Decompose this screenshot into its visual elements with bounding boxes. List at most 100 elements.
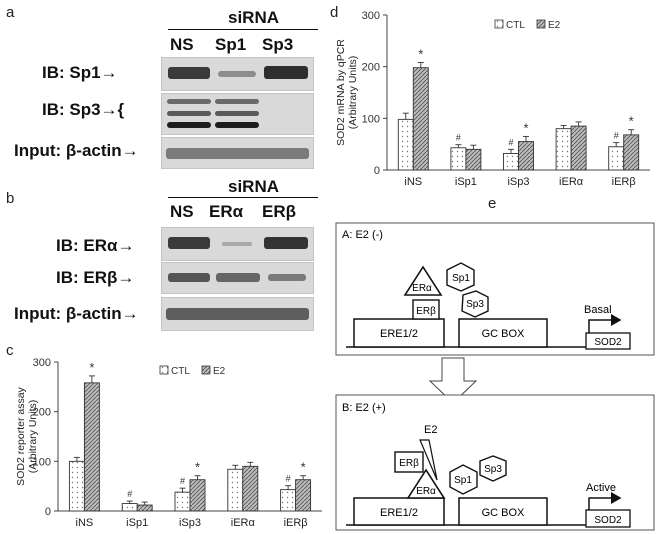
x-tick-label: iNS [76,517,94,529]
sod2-box-a [585,332,631,350]
era-label-b: ERα [416,486,436,497]
bar [465,148,482,171]
sp1-hexagon-a [446,262,475,292]
bar [450,147,467,171]
bar [503,153,519,171]
y-tick-label: 300 [362,10,380,22]
chart-d: 0 100 200 300 SOD2 mRNA by qPCR (Arbitrary Un… [335,10,650,188]
band [264,237,308,249]
panel-b-ib-era-label: IB: ERα→ [56,236,135,255]
era-triangle-a [403,265,443,296]
sp3-hexagon-b [479,455,507,482]
band [268,274,306,281]
basal-label: Basal [584,304,612,316]
y-axis-label: SOD2 mRNA by qPCR [335,39,347,146]
gc-label-a: GC BOX [482,328,525,340]
panel-b-ib-erb-label: IB: ERβ→ [56,268,135,287]
erb-box-b [394,451,424,473]
bar [608,146,625,171]
bar [68,460,85,512]
e2-label: E2 [424,424,437,436]
panel-e-letter: e [488,195,497,212]
y-axis-label: SOD2 reporter assay [15,386,27,485]
significance-mark: # [127,489,132,499]
significance-mark: * [629,114,634,129]
legend-entry: E2 [213,366,226,377]
band [166,308,309,320]
bar [280,489,297,512]
panel-b-lane-era: ERα [209,202,244,221]
bar [121,503,138,512]
band [222,242,252,246]
panel-b-sirna-label: siRNA [228,177,280,196]
significance-mark: # [286,474,291,484]
ere-box-a [353,318,445,348]
sod2-box-b [585,509,631,528]
x-tick-label: iERα [231,517,256,529]
x-tick-label: iERα [559,176,584,188]
blot-sp3 [161,93,314,135]
significance-mark: # [508,137,513,147]
band [215,111,259,116]
sp3-label-b: Sp3 [484,464,502,475]
band [167,99,211,104]
blot-era [161,227,314,261]
era-label-a: ERα [412,283,432,294]
transition-arrow [428,357,478,404]
y-axis-label: (Arbitrary Units) [347,56,359,130]
significance-mark: * [89,360,94,375]
box-a-title: A: E2 (-) [342,229,383,241]
panel-a-ib-sp1-label: IB: Sp1→ [42,63,118,82]
legend-swatch [536,19,546,29]
e2-ligand-shape [419,439,438,481]
bar [397,118,414,171]
sod2-label-b: SOD2 [594,515,622,526]
panel-b-lane-erb: ERβ [262,202,296,221]
x-tick-label: iSp1 [455,176,477,188]
gc-box-a [458,318,548,348]
significance-mark: * [418,47,423,62]
band [167,122,211,128]
y-tick-label: 100 [33,456,51,468]
sp1-label-b: Sp1 [454,475,472,486]
blot-actin-b [161,297,314,331]
y-axis-label: (Arbitrary Units) [27,400,39,474]
bar [174,491,191,512]
significance-mark: * [195,460,200,475]
panel-e-diagram: A: E2 (-) ERE1/2 GC BOX SOD2 Basal ERα E… [335,222,655,531]
era-triangle-b [406,468,446,499]
erb-label-a: ERβ [416,306,436,317]
blot-actin-a [161,137,314,169]
bar [555,128,572,171]
significance-mark: # [180,476,185,486]
active-label: Active [586,482,616,494]
bar [242,465,259,512]
x-tick-label: iSp3 [507,176,529,188]
panel-a-letter: a [6,4,15,21]
y-tick-label: 200 [33,407,51,419]
gc-label-b: GC BOX [482,507,525,519]
bar [623,134,640,171]
significance-mark: * [523,120,528,135]
band [166,148,309,159]
legend-entry: E2 [548,20,561,31]
legend-entry: CTL [171,366,190,377]
bar [570,125,587,171]
band [215,122,259,128]
ere-label-a: ERE1/2 [380,328,418,340]
panel-a-ib-sp3-label: IB: Sp3→{ [42,100,125,119]
x-tick-label: iSp3 [179,517,201,529]
panel-a-lane-sp1: Sp1 [215,35,247,54]
band [168,273,210,282]
significance-mark: # [614,131,619,141]
bar [518,141,534,171]
panel-d-letter: d [330,4,339,21]
sp3-label-a: Sp3 [466,299,484,310]
bar [412,67,429,171]
x-tick-label: iERβ [612,176,636,188]
active-arrow [588,492,622,510]
ere-label-b: ERE1/2 [380,507,418,519]
legend-swatch [494,19,504,29]
sp1-hexagon-b [449,464,478,495]
